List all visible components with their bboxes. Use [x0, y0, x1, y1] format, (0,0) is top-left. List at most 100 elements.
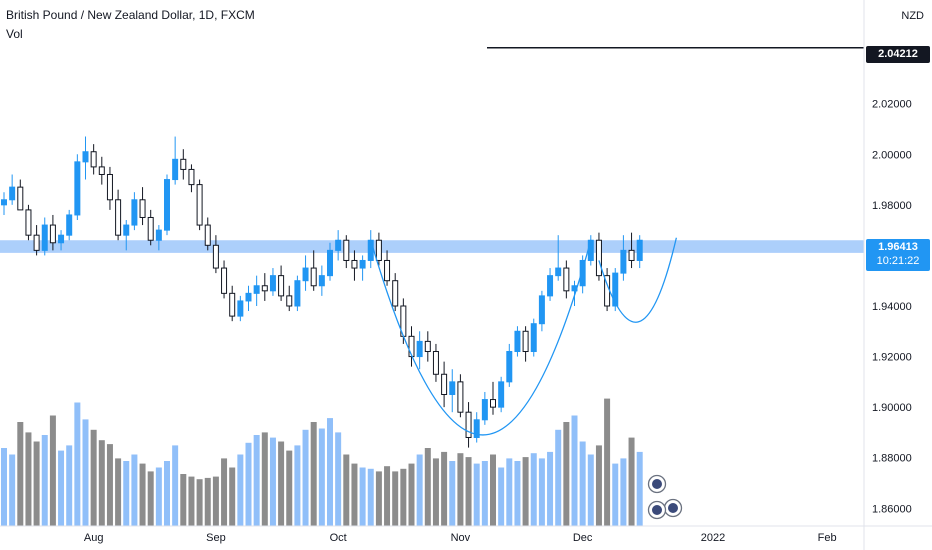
volume-bar [286, 450, 293, 526]
cup-handle-arcs [370, 237, 678, 436]
volume-bar [204, 477, 211, 526]
volume-bar [457, 453, 464, 526]
volume-bar [1, 448, 7, 526]
candle-body [17, 186, 24, 211]
volume-bar [58, 450, 65, 526]
candle-body [196, 184, 203, 226]
volume-bar [441, 451, 448, 526]
volume-bar [506, 458, 513, 526]
volume-bar [432, 458, 439, 526]
volume-bar [98, 440, 105, 526]
candle-body [359, 259, 366, 269]
volume-bar [310, 422, 317, 526]
plot-area[interactable] [0, 0, 864, 526]
volume-bar [547, 451, 554, 526]
time-axis[interactable]: Aug Sep Oct Nov Dec 2022 Feb [84, 532, 837, 544]
volume-bar [367, 468, 374, 526]
candle-body [115, 199, 122, 236]
currency-label: NZD [901, 10, 924, 22]
candle-body [530, 323, 537, 353]
candle-body [310, 267, 317, 287]
volume-bar [212, 476, 219, 526]
candle-body [392, 280, 399, 307]
candle-body [229, 292, 236, 317]
resistance-zone [0, 240, 864, 253]
volume-bar [612, 463, 619, 526]
volume-bar [139, 463, 146, 526]
volume-bar [449, 461, 456, 526]
candle-body [82, 151, 89, 163]
candle-body [49, 224, 56, 244]
candle-body [522, 330, 529, 353]
candle-body [498, 381, 505, 408]
volume-bar [392, 471, 399, 526]
price-tick-label: 1.92000 [872, 352, 912, 364]
price-tick-label: 1.98000 [872, 200, 912, 212]
volume-bar [498, 467, 505, 526]
candle-body [538, 295, 545, 325]
time-tick-label: Oct [330, 532, 347, 544]
candle-body [41, 224, 48, 251]
volume-bar [17, 422, 24, 526]
candle-body [457, 381, 464, 413]
time-tick-label: Nov [451, 532, 471, 544]
volume-bar [131, 454, 138, 526]
volume-bar [563, 422, 570, 526]
candle-body [33, 234, 40, 251]
candle-body [164, 179, 170, 231]
candle-body [221, 267, 228, 294]
candle-body [269, 275, 276, 292]
price-tick-label: 1.94000 [872, 301, 912, 313]
candle-body [441, 373, 448, 395]
volume-bar [490, 454, 496, 526]
volume-bar [473, 463, 480, 526]
candle-body [253, 285, 260, 294]
volume-bar [123, 461, 130, 526]
volume-bar [416, 454, 423, 526]
volume-bar [294, 445, 301, 526]
volume-bar [90, 429, 97, 526]
volume-bar [269, 437, 276, 526]
candle-body [212, 244, 219, 269]
volume-bar [595, 445, 602, 526]
volume-bar [335, 432, 342, 526]
price-axis[interactable]: 2.040002.020002.000001.980001.960001.940… [872, 48, 912, 515]
volume-bar [115, 458, 122, 526]
candle-body [180, 158, 187, 170]
flag-icon-core [668, 503, 678, 513]
candle-body [106, 173, 113, 201]
volume-bar [82, 419, 89, 526]
candle-body [155, 229, 162, 241]
handle-arc [598, 237, 678, 323]
volume-bar [41, 435, 48, 526]
volume-bar [555, 429, 562, 526]
candle-body [294, 280, 301, 307]
candle-body [90, 151, 97, 168]
price-tick-label: 1.88000 [872, 453, 912, 465]
volume-bar [302, 429, 309, 526]
volume-label: Vol [6, 27, 23, 41]
candle-body [612, 272, 619, 307]
cup-arc [370, 240, 592, 436]
candle-body [449, 381, 456, 396]
volume-bar [327, 418, 333, 526]
candle-body [245, 292, 252, 302]
flag-icon-core [652, 479, 662, 489]
candle-body [351, 259, 358, 269]
candle-body [237, 300, 244, 317]
event-flags[interactable] [647, 474, 683, 520]
volume-bar [481, 461, 488, 526]
volume-bar [424, 448, 431, 526]
volume-bar [147, 471, 154, 526]
candle-body [628, 249, 635, 261]
volume-bar [74, 402, 81, 526]
candle-body [302, 267, 309, 282]
volume-bar [261, 432, 268, 526]
price-tick-label: 1.90000 [872, 402, 912, 414]
price-tick-label: 2.00000 [872, 149, 912, 161]
volume-bar [375, 471, 382, 526]
candle-body [563, 267, 570, 292]
volume-bar [253, 435, 260, 526]
bar-countdown: 10:21:22 [876, 255, 920, 267]
